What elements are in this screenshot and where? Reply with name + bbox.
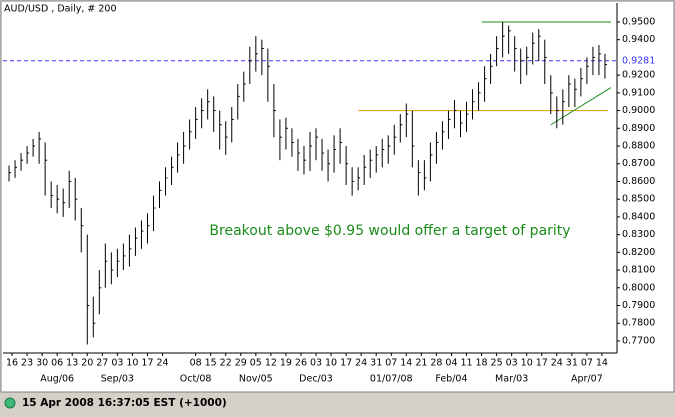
x-tick-label: 14 <box>596 358 608 369</box>
x-tick-label: 25 <box>491 358 503 369</box>
x-tick-label: 17 <box>536 358 548 369</box>
x-tick-label: 18 <box>476 358 488 369</box>
y-tick-label: 0.9400 <box>622 34 655 45</box>
x-tick-label: 31 <box>370 358 382 369</box>
y-tick-label: 0.8600 <box>622 176 655 187</box>
x-tick-label: 22 <box>220 358 232 369</box>
x-tick-label: 10 <box>126 358 138 369</box>
x-tick-label: 24 <box>551 358 563 369</box>
x-tick-label: 16 <box>6 358 18 369</box>
x-tick-label: 11 <box>460 358 472 369</box>
level-label-box <box>619 54 655 67</box>
y-tick-label: 0.8400 <box>622 211 655 222</box>
x-tick-label: 20 <box>81 358 93 369</box>
annotation: Breakout above $0.95 would offer a targe… <box>209 223 570 239</box>
y-tick-label: 0.7700 <box>622 335 655 346</box>
level-label: 0.9281 <box>622 55 655 66</box>
y-tick-label: 0.7900 <box>622 300 655 311</box>
y-tick-label: 0.8200 <box>622 247 655 258</box>
month-label: Nov/05 <box>239 374 273 385</box>
x-tick-label: 14 <box>400 358 412 369</box>
y-tick-label: 0.9200 <box>622 70 655 81</box>
x-tick-label: 26 <box>295 358 307 369</box>
x-tick-label: 24 <box>355 358 367 369</box>
x-tick-label: 13 <box>66 358 78 369</box>
x-tick-label: 23 <box>21 358 33 369</box>
month-label: Dec/03 <box>299 374 333 385</box>
month-label: Oct/08 <box>180 374 212 385</box>
x-tick-label: 29 <box>235 358 247 369</box>
x-tick-label: 21 <box>415 358 427 369</box>
x-tick-label: 31 <box>566 358 578 369</box>
y-tick-label: 0.8100 <box>622 265 655 276</box>
x-tick-label: 03 <box>111 358 123 369</box>
x-tick-label: 30 <box>36 358 48 369</box>
x-tick-label: 17 <box>340 358 352 369</box>
x-tick-label: 12 <box>265 358 277 369</box>
x-tick-label: 17 <box>141 358 153 369</box>
y-tick-label: 0.8800 <box>622 141 655 152</box>
x-tick-label: 15 <box>205 358 217 369</box>
x-tick-label: 19 <box>280 358 292 369</box>
chart-background <box>0 0 675 393</box>
x-tick-label: 04 <box>445 358 457 369</box>
x-tick-label: 05 <box>250 358 262 369</box>
y-tick-label: 0.8700 <box>622 158 655 169</box>
y-tick-label: 0.9000 <box>622 105 655 116</box>
y-tick-label: 0.8500 <box>622 194 655 205</box>
y-tick-label: 0.8900 <box>622 123 655 134</box>
x-tick-label: 27 <box>96 358 108 369</box>
x-tick-label: 28 <box>430 358 442 369</box>
status-icon <box>4 397 16 409</box>
x-tick-label: 03 <box>506 358 518 369</box>
month-label: Aug/06 <box>40 374 74 385</box>
y-tick-label: 0.9500 <box>622 16 655 27</box>
x-tick-label: 24 <box>156 358 168 369</box>
x-tick-label: 10 <box>325 358 337 369</box>
month-label: Mar/03 <box>495 374 528 385</box>
month-label: 01/07/08 <box>370 374 413 385</box>
x-tick-label: 07 <box>581 358 593 369</box>
x-tick-label: 06 <box>51 358 63 369</box>
month-label: Apr/07 <box>571 374 603 385</box>
y-tick-label: 0.7800 <box>622 318 655 329</box>
month-label: Feb/04 <box>435 374 467 385</box>
chart-title: AUD/USD , Daily, # 200 <box>4 4 117 15</box>
trend-line <box>550 87 612 126</box>
x-tick-label: 10 <box>521 358 533 369</box>
x-tick-label: 08 <box>190 358 202 369</box>
y-tick-label: 0.8300 <box>622 229 655 240</box>
x-tick-label: 07 <box>385 358 397 369</box>
status-text: 15 Apr 2008 16:37:05 EST (+1000) <box>22 397 227 409</box>
x-tick-label: 03 <box>310 358 322 369</box>
month-label: Sep/03 <box>101 374 134 385</box>
y-tick-label: 0.9100 <box>622 87 655 98</box>
y-tick-label: 0.8000 <box>622 282 655 293</box>
status-bar <box>0 393 675 413</box>
